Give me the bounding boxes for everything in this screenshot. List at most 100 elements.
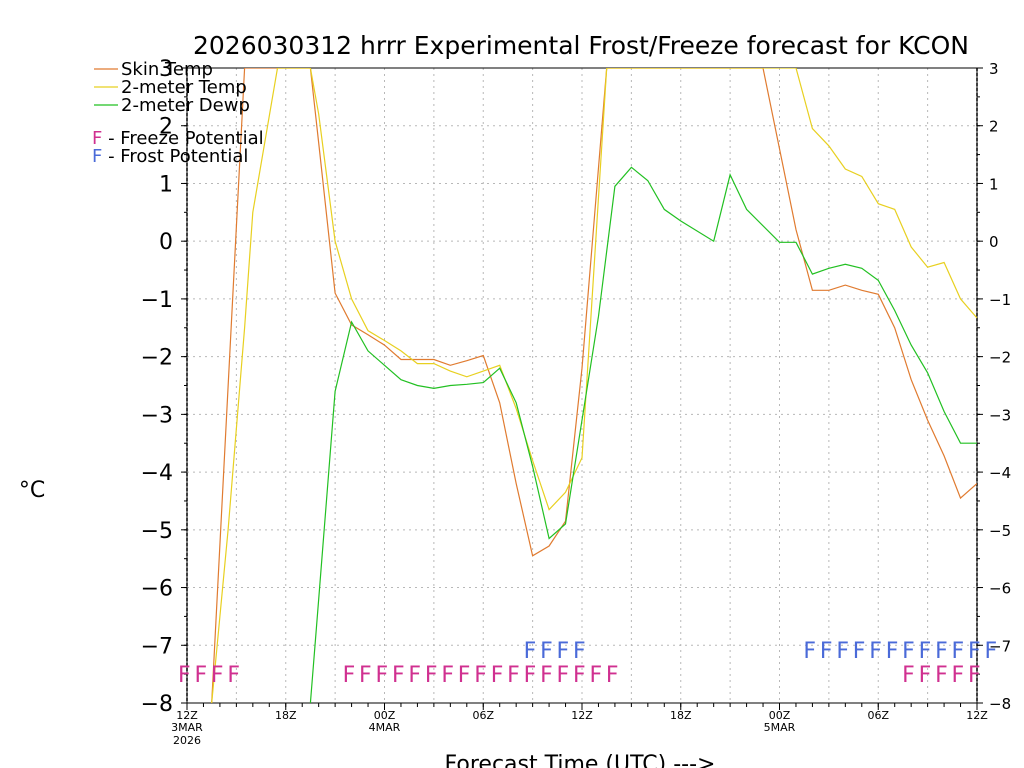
frost-potential-marker: F	[853, 639, 866, 664]
y-axis-label: °C	[19, 478, 45, 503]
y-tick-label-right: 2	[989, 118, 999, 136]
y-tick-label-right: 0	[989, 233, 999, 251]
frost-potential-marker: F	[984, 639, 997, 664]
y-tick-label-left: 0	[159, 230, 173, 255]
x-tick-date-label: 4MAR	[369, 721, 401, 734]
freeze-potential-marker: F	[573, 663, 586, 688]
freeze-potential-marker: F	[557, 663, 570, 688]
freeze-potential-marker: F	[359, 663, 372, 688]
y-tick-label-left: −1	[141, 288, 173, 313]
freeze-potential-marker: F	[408, 663, 421, 688]
y-tick-label-left: −4	[141, 461, 173, 486]
frost-potential-marker: F	[902, 639, 915, 664]
plot-border	[186, 67, 978, 704]
frost-potential-marker: F	[540, 639, 553, 664]
x-axis-label: Forecast Time (UTC) --->	[445, 752, 716, 768]
y-tick-label-left: −7	[141, 634, 173, 659]
potential-legend-letter: F	[92, 146, 102, 167]
series-line-2-meter-dewp	[309, 166, 977, 703]
potential-legend-text: - Frost Potential	[102, 146, 248, 167]
y-tick-label-right: −8	[989, 695, 1011, 713]
freeze-potential-marker: F	[606, 663, 619, 688]
frost-potential-marker: F	[524, 639, 537, 664]
frost-potential-marker: F	[919, 639, 932, 664]
y-tick-label-left: 2	[159, 115, 173, 140]
legend-label: 2-meter Dewp	[121, 95, 250, 116]
potential-legend-label: F - Frost Potential	[92, 146, 248, 167]
frost-potential-marker: F	[557, 639, 570, 664]
frost-freeze-markers: F F F F F F F F F F F F F F F F F F F F F F F F F FF F F F F F F F F F F F F F…	[178, 639, 997, 688]
y-tick-label-left: −8	[141, 692, 173, 717]
frost-potential-marker: F	[886, 639, 899, 664]
freeze-potential-marker: F	[589, 663, 602, 688]
x-tick-label: 18Z	[275, 709, 297, 722]
frost-potential-marker: F	[968, 639, 981, 664]
y-tick-label-left: 1	[159, 172, 173, 197]
frost-potential-marker: F	[573, 639, 586, 664]
freeze-potential-marker: F	[376, 663, 389, 688]
frost-potential-marker: F	[952, 639, 965, 664]
frost-potential-marker: F	[803, 639, 816, 664]
y-tick-label-right: −2	[989, 349, 1011, 367]
x-tick-label: 00Z	[374, 709, 396, 722]
legend-label: 2-meter Temp	[121, 77, 247, 98]
freeze-potential-marker: F	[458, 663, 471, 688]
axis-ticks: 3 3 2 2 1 1 0 0 −1 −1 −2 −2 −3 −3 −4 −4 −5 −5 −6 −6 −7 −7 −8 −8…	[141, 57, 1012, 747]
y-tick-label-left: −6	[141, 577, 173, 602]
data-series	[211, 68, 977, 703]
freeze-potential-marker: F	[441, 663, 454, 688]
y-tick-label-right: −3	[989, 406, 1011, 424]
series-line-2-meter-temp	[211, 68, 977, 703]
y-tick-label-right: −4	[989, 464, 1011, 482]
freeze-potential-marker: F	[227, 663, 240, 688]
x-tick-date-label: 5MAR	[764, 721, 796, 734]
chart-title: 2026030312 hrrr Experimental Frost/Freez…	[193, 31, 969, 60]
y-tick-label-left: 3	[159, 57, 173, 82]
x-tick-label: 06Z	[472, 709, 494, 722]
freeze-potential-marker: F	[524, 663, 537, 688]
potential-legend-letter: F	[92, 128, 102, 149]
frost-potential-marker: F	[869, 639, 882, 664]
x-tick-label: 18Z	[670, 709, 692, 722]
freeze-potential-marker: F	[178, 663, 191, 688]
potential-legend-text: - Freeze Potential	[102, 128, 263, 149]
freeze-potential-marker: F	[935, 663, 948, 688]
x-tick-year-label: 2026	[173, 734, 201, 747]
y-tick-label-left: −2	[141, 346, 173, 371]
freeze-potential-marker: F	[194, 663, 207, 688]
freeze-potential-marker: F	[425, 663, 438, 688]
frost-potential-marker: F	[935, 639, 948, 664]
frost-potential-marker: F	[820, 639, 833, 664]
x-tick-label: 12Z	[571, 709, 593, 722]
y-tick-label-right: −5	[989, 522, 1011, 540]
freeze-potential-marker: F	[392, 663, 405, 688]
freeze-potential-marker: F	[343, 663, 356, 688]
potential-legend-label: F - Freeze Potential	[92, 128, 264, 149]
y-tick-label-right: 1	[989, 175, 999, 193]
freeze-potential-marker: F	[474, 663, 487, 688]
freeze-potential-marker: F	[491, 663, 504, 688]
frost-potential-marker: F	[836, 639, 849, 664]
freeze-potential-marker: F	[919, 663, 932, 688]
freeze-potential-marker: F	[211, 663, 224, 688]
x-tick-date-label: 3MAR	[171, 721, 203, 734]
freeze-potential-marker: F	[507, 663, 520, 688]
x-tick-label: 12Z	[966, 709, 988, 722]
series-line-skin-temp	[211, 68, 977, 703]
x-tick-label: 06Z	[867, 709, 889, 722]
freeze-potential-marker: F	[968, 663, 981, 688]
y-tick-label-right: −1	[989, 291, 1011, 309]
x-tick-label: 00Z	[769, 709, 791, 722]
freeze-potential-marker: F	[952, 663, 965, 688]
x-tick-label: 12Z	[176, 709, 198, 722]
y-tick-label-right: −7	[989, 637, 1011, 655]
freeze-potential-marker: F	[540, 663, 553, 688]
legend-label: Skin Temp	[121, 59, 213, 80]
y-tick-label-left: −3	[141, 403, 173, 428]
grid-lines	[187, 68, 977, 703]
y-tick-label-right: −6	[989, 580, 1011, 598]
y-tick-label-right: 3	[989, 60, 999, 78]
plot-frame	[186, 67, 978, 704]
